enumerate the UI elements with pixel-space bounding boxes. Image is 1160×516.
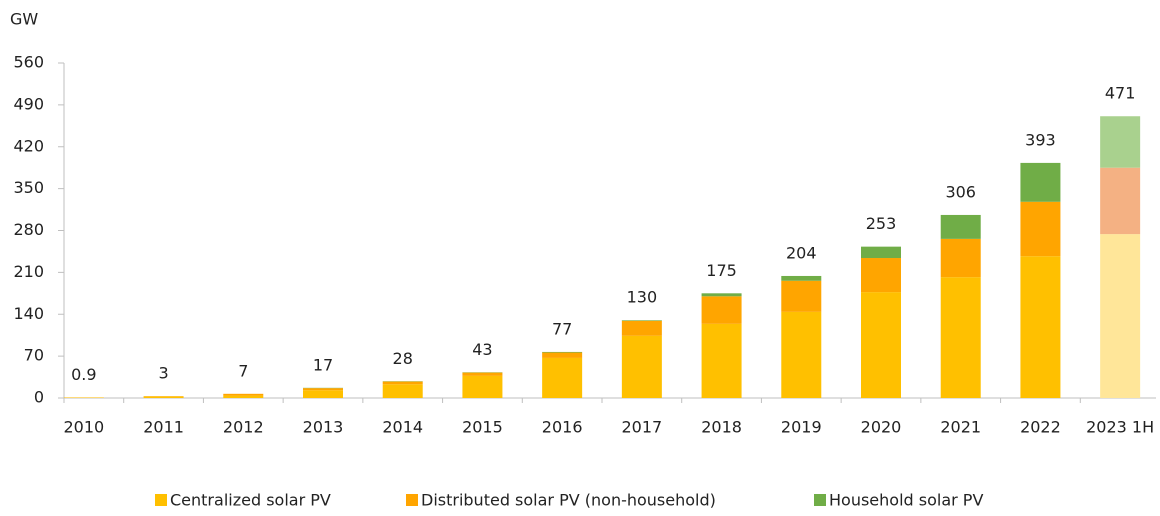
total-label: 175: [706, 261, 737, 280]
y-tick-label: 350: [13, 178, 44, 197]
total-label: 471: [1105, 84, 1136, 103]
total-label: 204: [786, 243, 817, 262]
total-label: 393: [1025, 130, 1056, 149]
legend-swatch: [406, 494, 418, 506]
total-label: 130: [627, 288, 658, 307]
bar-segment: [542, 351, 583, 353]
y-tick-label: 140: [13, 304, 44, 323]
x-tick-label: 2015: [462, 418, 503, 437]
bar-segment: [382, 381, 423, 385]
x-tick-label: 2019: [781, 418, 822, 437]
x-tick-label: 2016: [542, 418, 583, 437]
x-tick-label: 2010: [63, 418, 104, 437]
total-label: 253: [866, 214, 897, 233]
bar-segment: [382, 384, 423, 398]
legend-label: Distributed solar PV (non-household): [421, 491, 716, 510]
bar-segment: [781, 280, 822, 312]
bar-segment: [621, 320, 662, 336]
x-tick-label: 2023 1H: [1086, 418, 1154, 437]
y-tick-label: 0: [34, 388, 44, 407]
total-label: 306: [945, 182, 976, 201]
bar-segment: [781, 311, 822, 398]
x-tick-label: 2021: [940, 418, 981, 437]
y-tick-label: 420: [13, 136, 44, 155]
bar-segment: [701, 296, 742, 324]
bar-segment: [542, 352, 583, 358]
x-tick-label: 2012: [223, 418, 264, 437]
bar-segment: [701, 293, 742, 297]
bar-segment: [940, 214, 981, 239]
bar-segment: [1100, 167, 1141, 235]
legend-swatch: [814, 494, 826, 506]
bar-segment: [701, 323, 742, 398]
bar-segment: [303, 390, 343, 398]
total-label: 17: [313, 355, 333, 374]
y-tick-label: 490: [13, 94, 44, 113]
x-tick-label: 2018: [701, 418, 742, 437]
y-tick-label: 560: [13, 53, 44, 72]
total-label: 7: [238, 361, 248, 380]
bar-segment: [940, 277, 981, 398]
bar-segment: [143, 396, 184, 398]
bar-segment: [1100, 116, 1141, 168]
legend-label: Household solar PV: [829, 491, 983, 510]
bar-segment: [303, 388, 343, 391]
bar-segment: [621, 335, 662, 398]
bar-segment: [940, 238, 981, 278]
y-axis-label: GW: [10, 10, 38, 29]
x-tick-label: 2017: [621, 418, 662, 437]
total-label: 43: [472, 340, 492, 359]
bar-segment: [1020, 201, 1061, 257]
total-label: 77: [552, 319, 572, 338]
y-tick-label: 210: [13, 262, 44, 281]
y-tick-label: 70: [24, 346, 44, 365]
y-tick-label: 280: [13, 220, 44, 239]
legend-swatch: [155, 494, 167, 506]
legend-label: Centralized solar PV: [170, 491, 331, 510]
bar-segment: [861, 292, 901, 398]
bar-segment: [462, 375, 503, 398]
bar-segment: [223, 393, 264, 396]
bar-segment: [1100, 234, 1141, 398]
bar-segment: [1020, 256, 1061, 398]
x-tick-label: 2011: [143, 418, 184, 437]
x-tick-label: 2022: [1020, 418, 1061, 437]
bar-segment: [781, 275, 822, 281]
x-tick-label: 2020: [861, 418, 902, 437]
x-tick-label: 2014: [382, 418, 423, 437]
total-label: 3: [158, 364, 168, 383]
bar-segment: [621, 320, 662, 321]
total-label: 0.9: [71, 365, 96, 384]
x-tick-label: 2013: [303, 418, 344, 437]
bar-segment: [1020, 162, 1061, 202]
bar-segment: [542, 357, 583, 398]
bar-segment: [861, 246, 901, 259]
bar-segment: [861, 258, 901, 293]
bar-segment: [462, 372, 503, 376]
total-label: 28: [393, 349, 413, 368]
bar-segment: [223, 395, 264, 398]
